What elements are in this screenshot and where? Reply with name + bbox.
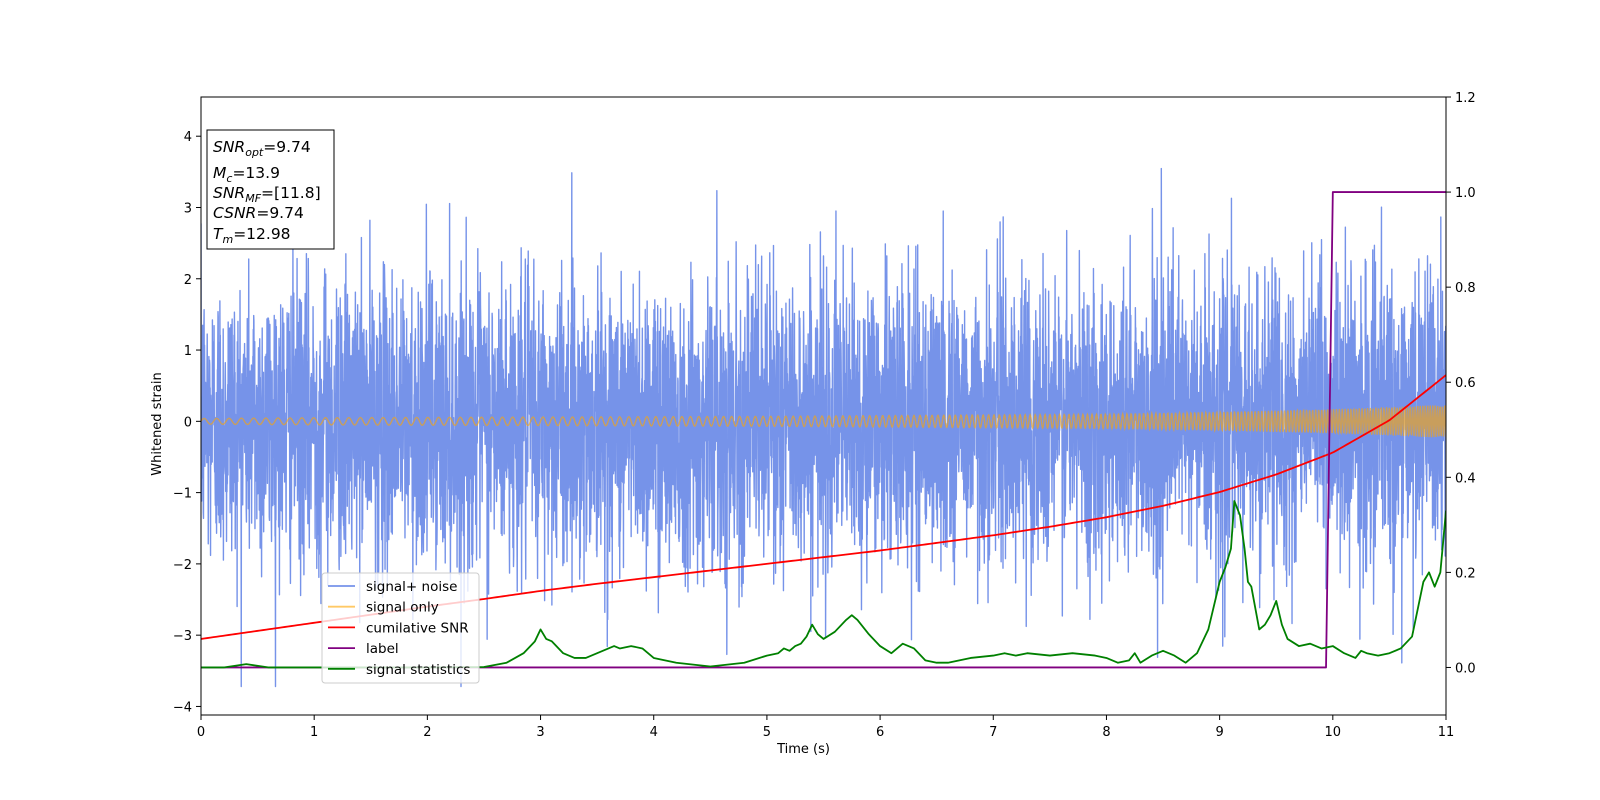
y-tick-label: −3 — [173, 629, 192, 644]
y2-tick-label: 0.2 — [1455, 566, 1476, 581]
x-tick-label: 6 — [876, 725, 884, 740]
stats-line: Mc=13.9 — [213, 164, 280, 185]
y-tick-label: −2 — [173, 558, 192, 573]
x-tick-label: 8 — [1102, 725, 1110, 740]
stats-value: =9.74 — [256, 204, 304, 222]
x-tick-label: 1 — [310, 725, 318, 740]
stats-subscript: opt — [245, 146, 264, 159]
legend-box — [321, 572, 480, 684]
legend-item-signal-only: signal only — [328, 600, 439, 616]
stats-subscript: m — [222, 233, 233, 246]
stats-value: =13.9 — [232, 164, 280, 182]
axes-labels: Time (s) Whitened strain — [150, 372, 830, 757]
stats-symbol: SNR — [213, 138, 245, 156]
x-tick-label: 4 — [650, 725, 658, 740]
y-axis-label: Whitened strain — [150, 372, 165, 475]
y2-tick-label: 0.4 — [1455, 471, 1476, 486]
stats-symbol: T — [213, 225, 224, 243]
stats-value: =12.98 — [233, 225, 290, 243]
stats-line: CSNR=9.74 — [213, 204, 304, 222]
y-tick-label: 3 — [184, 201, 192, 216]
series-label-line — [201, 191, 1446, 669]
stats-symbol: SNR — [213, 184, 245, 202]
y-tick-label: −4 — [173, 700, 192, 715]
legend-item-label: label — [328, 641, 399, 657]
x-tick-label: 7 — [989, 725, 997, 740]
stats-value: =9.74 — [263, 138, 311, 156]
stats-line: Tm=12.98 — [213, 225, 291, 246]
y-tick-label: −1 — [173, 487, 192, 502]
x-tick-label: 10 — [1325, 725, 1342, 740]
series-signal-statistics-line — [201, 500, 1446, 669]
legend-label: signal statistics — [366, 662, 470, 678]
x-tick-label: 3 — [536, 725, 544, 740]
legend-label: signal only — [366, 600, 439, 616]
stats-subscript: MF — [245, 192, 261, 205]
y-tick-label: 0 — [184, 415, 192, 430]
x-tick-label: 5 — [763, 725, 771, 740]
series-signal-noise-line — [201, 167, 1446, 688]
y2-tick-label: 0.8 — [1455, 281, 1476, 296]
legend-label: cumilative SNR — [366, 620, 469, 636]
y-tick-label: 1 — [184, 344, 192, 359]
stats-frame — [206, 129, 335, 250]
legend-item-signal-statistics: signal statistics — [328, 662, 470, 678]
stats-symbol: CSNR — [213, 204, 256, 222]
stats-symbol: M — [213, 164, 226, 182]
y-tick-label: 2 — [184, 273, 192, 288]
axes-frame — [200, 96, 1447, 716]
x-tick-label: 0 — [197, 725, 205, 740]
series-signal-only-line — [201, 405, 1446, 438]
legend-item-cumulative-snr: cumilative SNR — [328, 620, 469, 636]
y2-tick-label: 1.2 — [1455, 91, 1476, 106]
x-axis-label: Time (s) — [776, 742, 830, 757]
stats-line: SNRopt=9.74 — [213, 138, 311, 159]
stats-box: SNRopt=9.74Mc=13.9SNRMF=[11.8]CSNR=9.74T… — [206, 129, 335, 250]
x-tick-label: 2 — [423, 725, 431, 740]
x-tick-label: 11 — [1438, 725, 1455, 740]
legend-label: label — [366, 641, 399, 657]
legend-item-signal-noise: signal+ noise — [328, 579, 457, 595]
y-tick-label: 4 — [184, 130, 192, 145]
stats-subscript: c — [226, 172, 232, 185]
x-tick-label: 9 — [1215, 725, 1223, 740]
legend: signal+ noise signal only cumilative SNR la… — [321, 572, 480, 684]
y2-tick-label: 0.0 — [1455, 661, 1476, 676]
stats-line: SNRMF=[11.8] — [213, 184, 321, 205]
stats-value: =[11.8] — [261, 184, 321, 202]
y2-tick-label: 1.0 — [1455, 186, 1476, 201]
legend-label: signal+ noise — [366, 579, 457, 595]
y2-tick-label: 0.6 — [1455, 376, 1476, 391]
